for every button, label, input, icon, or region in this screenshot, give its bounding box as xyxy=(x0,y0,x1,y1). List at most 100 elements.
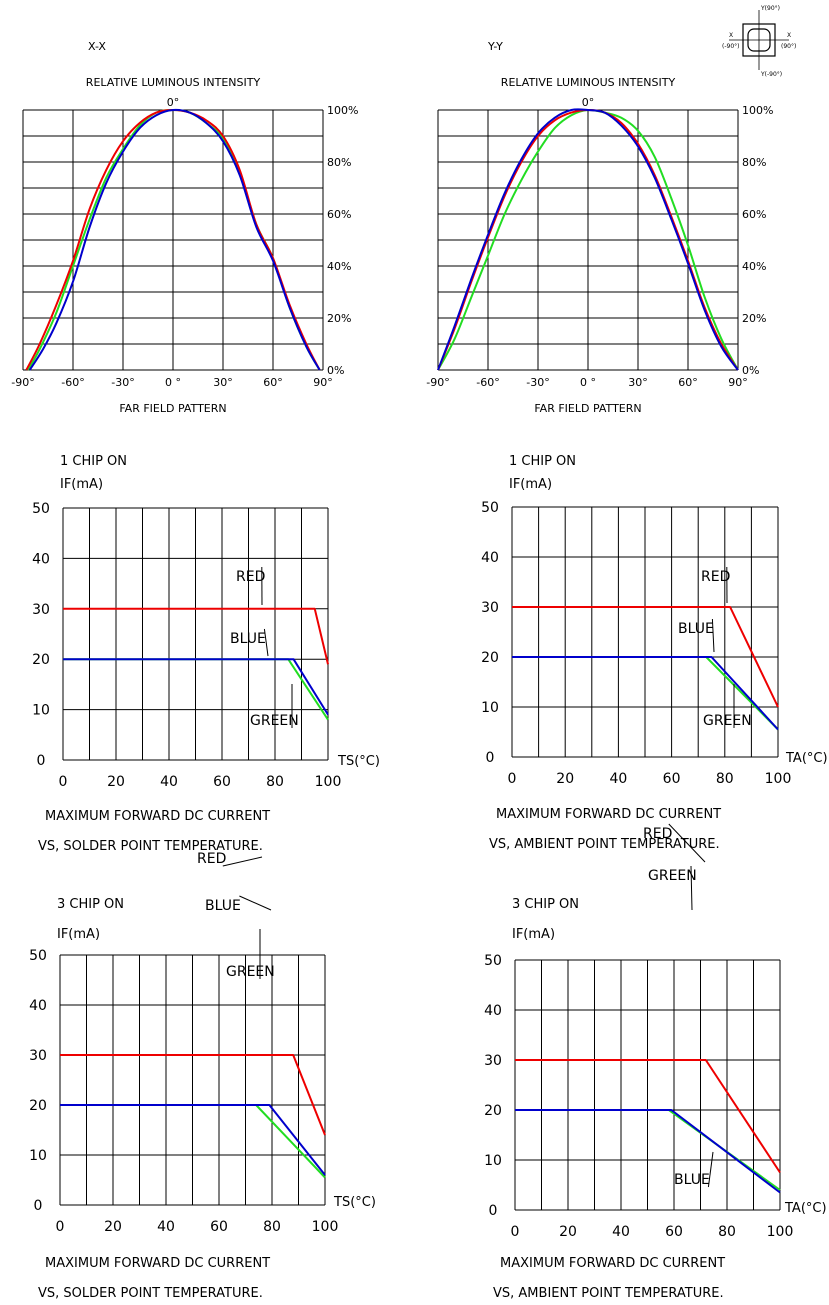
series-label-red: RED xyxy=(701,569,730,585)
y-tick-label: 100% xyxy=(742,104,773,117)
x-tick-label: 40 xyxy=(157,1219,175,1235)
x-axis-label: TA(°C) xyxy=(784,1201,827,1216)
x-tick-label: 100 xyxy=(767,1224,794,1240)
caption-line-2: VS, AMBIENT POINT TEMPERATURE. xyxy=(489,837,720,852)
x-axis-label: TS(°C) xyxy=(337,754,380,769)
x-axis-label: TA(°C) xyxy=(785,751,828,766)
y-tick-label: 50 xyxy=(32,501,50,517)
series-blue-line xyxy=(28,108,321,371)
x-tick-label: 0 ° xyxy=(580,376,596,389)
package-label-bottom: Y(-90°) xyxy=(760,71,782,78)
y-axis-label: IF(mA) xyxy=(512,927,555,942)
x-tick-label: 60° xyxy=(263,376,283,389)
y-tick-label: 0 xyxy=(489,1203,498,1219)
y-tick-label: 40% xyxy=(742,260,766,273)
y-tick-label: 20% xyxy=(327,312,351,325)
y-tick-label: 20% xyxy=(742,312,766,325)
y-tick-label: 10 xyxy=(32,703,50,719)
x-tick-label: 60° xyxy=(678,376,698,389)
top-angle-label: 0° xyxy=(582,96,595,109)
series-label-red: RED xyxy=(643,826,672,842)
caption-line-2: VS, SOLDER POINT TEMPERATURE. xyxy=(38,1286,263,1301)
y-tick-label: 60% xyxy=(742,208,766,221)
y-tick-label: 40 xyxy=(29,998,47,1014)
y-tick-label: 40 xyxy=(32,551,50,567)
chart-title: 1 CHIP ON xyxy=(509,454,576,469)
series-blue-line xyxy=(512,656,779,731)
caption-line-1: MAXIMUM FORWARD DC CURRENT xyxy=(496,807,721,822)
caption-line-2: VS, AMBIENT POINT TEMPERATURE. xyxy=(493,1286,724,1301)
y-tick-label: 80% xyxy=(327,156,351,169)
chart-current-vs-ta-3chip: 3 CHIP ON IF(mA) TA(°C) 0 20 40 60 80 100 0 10 20 30… xyxy=(484,823,827,1301)
leader-line xyxy=(690,865,693,911)
chart-far-field-yy: Y-Y RELATIVE LUMINOUS INTENSITY 0° FAR FIEL… xyxy=(426,40,773,415)
x-tick-label: -60° xyxy=(61,376,84,389)
x-tick-label: 90° xyxy=(313,376,333,389)
caption-line-2: VS, SOLDER POINT TEMPERATURE. xyxy=(38,839,263,854)
x-tick-label: 0 xyxy=(508,771,517,787)
x-tick-label: 20 xyxy=(107,774,125,790)
grid xyxy=(437,109,739,371)
leader-line xyxy=(711,618,715,653)
y-tick-label: 100% xyxy=(327,104,358,117)
leader-line xyxy=(707,1151,714,1188)
x-tick-label: 80 xyxy=(266,774,284,790)
chart-subtitle: FAR FIELD PATTERN xyxy=(119,402,226,415)
series-label-green: GREEN xyxy=(226,964,275,980)
grid xyxy=(511,506,779,758)
y-tick-label: 10 xyxy=(29,1148,47,1164)
y-tick-label: 40 xyxy=(481,550,499,566)
series-red-line xyxy=(512,606,779,708)
x-tick-label: 0 xyxy=(511,1224,520,1240)
x-tick-label: 80 xyxy=(716,771,734,787)
x-tick-label: 30° xyxy=(628,376,648,389)
x-tick-label: 20 xyxy=(556,771,574,787)
y-tick-label: 40% xyxy=(327,260,351,273)
y-tick-label: 20 xyxy=(481,650,499,666)
x-tick-label: 0 xyxy=(56,1219,65,1235)
x-tick-label: 60 xyxy=(210,1219,228,1235)
chart-title: 3 CHIP ON xyxy=(512,897,579,912)
x-tick-label: 80 xyxy=(263,1219,281,1235)
chart-subtitle: FAR FIELD PATTERN xyxy=(534,402,641,415)
leader-line xyxy=(222,856,263,867)
series-blue-line xyxy=(63,658,329,716)
y-tick-label: 0 xyxy=(37,753,46,769)
chart-title: 1 CHIP ON xyxy=(60,454,127,469)
package-label-top: Y(90°) xyxy=(760,5,780,12)
package-orientation-icon: Y(90°) Y(-90°) X (-90°) X (90°) xyxy=(722,5,796,78)
y-tick-label: 80% xyxy=(742,156,766,169)
series-blue-line xyxy=(437,108,739,371)
series-label-blue: BLUE xyxy=(678,621,714,637)
y-tick-label: 0 xyxy=(34,1198,43,1214)
x-tick-label: 80 xyxy=(718,1224,736,1240)
y-tick-label: 20 xyxy=(484,1103,502,1119)
x-tick-label: 40 xyxy=(609,771,627,787)
x-tick-label: 100 xyxy=(765,771,792,787)
package-label-left-angle: (-90°) xyxy=(722,43,739,50)
x-tick-label: 20 xyxy=(559,1224,577,1240)
y-tick-label: 0% xyxy=(742,364,759,377)
chart-title: 3 CHIP ON xyxy=(57,897,124,912)
caption-line-1: MAXIMUM FORWARD DC CURRENT xyxy=(45,1256,270,1271)
y-tick-label: 40 xyxy=(484,1003,502,1019)
x-tick-label: -30° xyxy=(111,376,134,389)
series-label-blue: BLUE xyxy=(205,898,241,914)
y-tick-label: 50 xyxy=(481,500,499,516)
x-tick-label: 0 ° xyxy=(165,376,181,389)
grid xyxy=(514,959,781,1211)
y-tick-label: 30 xyxy=(481,600,499,616)
package-label-left-axis: X xyxy=(729,32,733,39)
y-tick-label: 50 xyxy=(484,953,502,969)
x-tick-label: 20 xyxy=(104,1219,122,1235)
x-tick-label: 0 xyxy=(59,774,68,790)
x-tick-label: 40 xyxy=(612,1224,630,1240)
x-tick-label: 40 xyxy=(160,774,178,790)
y-tick-label: 30 xyxy=(32,602,50,618)
x-tick-label: -90° xyxy=(426,376,449,389)
x-tick-label: -90° xyxy=(11,376,34,389)
y-tick-label: 20 xyxy=(29,1098,47,1114)
series-blue-line xyxy=(515,1109,781,1194)
chart-current-vs-ts-3chip: 3 CHIP ON IF(mA) TS(°C) 0 20 40 60 80 100 0 10 20 30… xyxy=(29,851,376,1301)
